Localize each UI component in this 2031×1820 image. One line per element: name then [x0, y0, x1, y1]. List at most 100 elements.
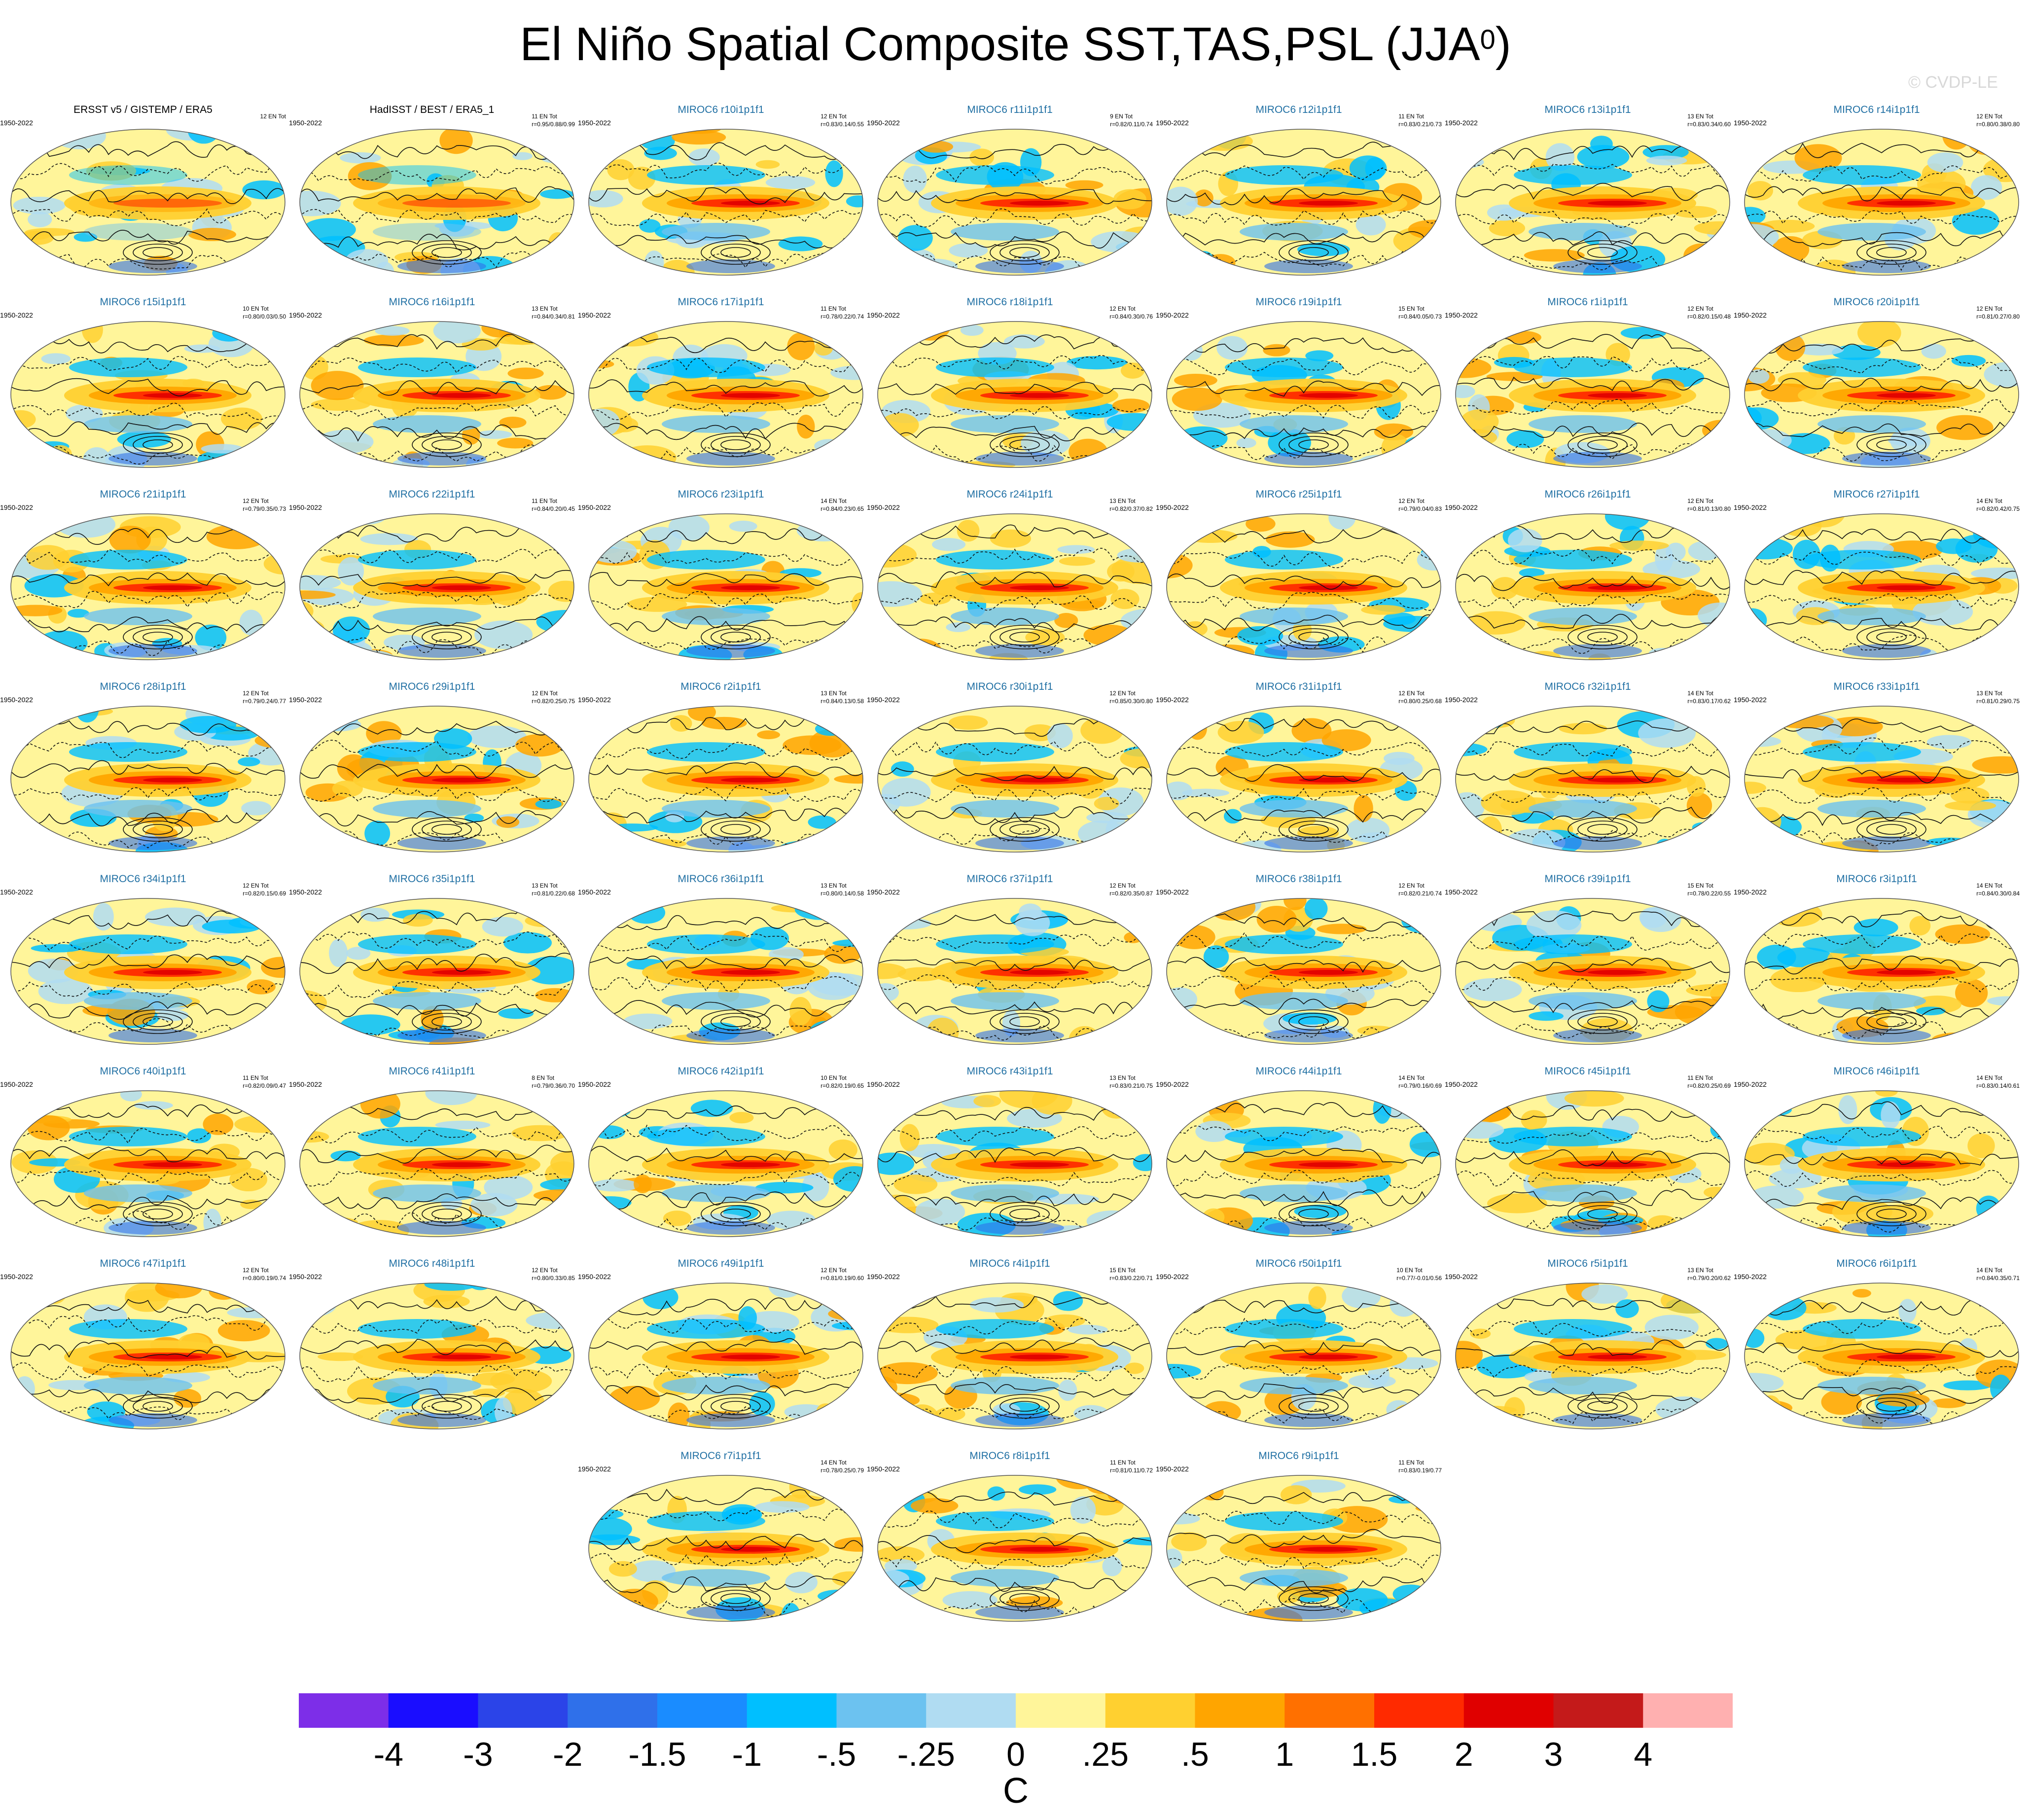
- psl-contour: [878, 1126, 1152, 1142]
- warm-anomaly: [311, 398, 370, 411]
- cool-anomaly: [84, 1184, 192, 1202]
- psl-contour: [11, 402, 285, 420]
- psl-contour-ring: [711, 1205, 761, 1223]
- panel-title: MIROC6 r17i1p1f1: [677, 296, 764, 308]
- psl-contour: [589, 1364, 863, 1380]
- psl-contour: [11, 934, 285, 951]
- cool-anomaly: [1167, 186, 1198, 216]
- warm-anomaly: [1125, 1362, 1144, 1374]
- cool-anomaly: [498, 1008, 534, 1019]
- cool-anomaly: [269, 706, 285, 725]
- map-outline: [1455, 129, 1730, 276]
- panel-title: MIROC6 r49i1p1f1: [677, 1258, 764, 1269]
- psl-contour-ring: [720, 439, 751, 450]
- psl-contour: [1456, 549, 1730, 565]
- map-panel: MIROC6 r45i1p1f1 1950-2022 11 EN Tot r=0.82…: [1445, 1065, 1731, 1252]
- cool-anomaly: [936, 742, 1054, 762]
- panel-pattern-correlation: r=0.84/0.20/0.45: [532, 505, 575, 512]
- psl-contour-ring: [990, 1586, 1060, 1611]
- psl-contour: [1167, 1383, 1441, 1400]
- cool-anomaly: [1416, 1017, 1441, 1043]
- psl-contour: [1745, 551, 2019, 566]
- cool-anomaly: [1817, 415, 1926, 433]
- panel-period: 1950-2022: [0, 503, 33, 511]
- cool-anomaly: [936, 934, 1054, 954]
- cool-anomaly: [1485, 711, 1505, 728]
- panel-stats: 12 EN Tot r=0.80/0.38/0.80: [1976, 112, 2020, 128]
- psl-contour: [1167, 573, 1441, 590]
- cool-anomaly: [1979, 1021, 2019, 1044]
- panel-event-count: 15 EN Tot: [1687, 882, 1713, 889]
- map-outline: [877, 321, 1152, 468]
- warm-anomaly: [1709, 1036, 1730, 1044]
- warm-anomaly: [1944, 800, 1996, 811]
- psl-contour: [11, 809, 285, 826]
- psl-contour: [1745, 976, 2019, 993]
- map-outline: [1455, 1283, 1730, 1429]
- warm-anomaly: [548, 232, 568, 255]
- psl-contour: [300, 570, 574, 587]
- psl-contour: [878, 933, 1152, 949]
- panel-stats: 10 EN Tot r=0.77/-0.01/0.56: [1396, 1266, 1442, 1282]
- cool-anomaly: [662, 992, 770, 1010]
- panel-map: [1744, 513, 2019, 660]
- cool-anomaly: [814, 439, 844, 453]
- map-panel: MIROC6 r34i1p1f1 1950-2022 12 EN Tot r=0.82…: [0, 873, 286, 1060]
- cool-anomaly: [647, 1127, 765, 1146]
- panel-event-count: 11 EN Tot: [1398, 113, 1424, 120]
- warm-tongue-peak: [1010, 1355, 1069, 1359]
- psl-contour-ring: [990, 1394, 1060, 1419]
- psl-contour: [1745, 1195, 2019, 1210]
- cool-anomaly: [1240, 223, 1348, 241]
- psl-contour-ring: [990, 240, 1060, 265]
- cool-anomaly: [686, 452, 775, 465]
- psl-contour: [11, 572, 285, 587]
- cool-anomaly: [936, 357, 1054, 377]
- cool-anomaly: [808, 815, 836, 829]
- warm-anomaly: [1183, 529, 1238, 543]
- cool-anomaly: [1553, 1221, 1642, 1235]
- cool-anomaly: [590, 706, 642, 724]
- cool-anomaly: [69, 1319, 187, 1339]
- panel-map: [1166, 1090, 1441, 1237]
- panel-map: [877, 321, 1152, 468]
- panel-pattern-correlation: r=0.81/0.22/0.68: [532, 890, 575, 897]
- warm-anomaly: [893, 1175, 938, 1194]
- panel-pattern-correlation: r=0.84/0.34/0.81: [532, 313, 575, 320]
- psl-contour-ring: [1587, 1401, 1618, 1412]
- panel-event-count: 10 EN Tot: [1396, 1267, 1423, 1274]
- psl-contour-ring: [422, 1397, 472, 1415]
- psl-contour-ring: [431, 1209, 462, 1219]
- title-superscript: 0: [1480, 24, 1496, 55]
- psl-contour-ring: [1279, 240, 1349, 265]
- warm-anomaly: [155, 1283, 202, 1299]
- psl-contour: [589, 933, 863, 952]
- cool-anomaly: [1125, 1590, 1152, 1602]
- psl-contour: [878, 1533, 1152, 1553]
- cool-anomaly: [329, 939, 348, 967]
- psl-contour: [11, 1340, 285, 1360]
- panel-event-count: 14 EN Tot: [1976, 1267, 2002, 1274]
- psl-contour: [1456, 210, 1730, 228]
- psl-contour-ring: [711, 1397, 761, 1415]
- warm-anomaly: [1395, 1403, 1429, 1418]
- warm-anomaly: [1909, 916, 1931, 936]
- cool-anomaly: [28, 212, 52, 227]
- cool-anomaly: [1545, 143, 1575, 171]
- psl-contour-ring: [1577, 1397, 1628, 1415]
- psl-contour: [300, 1144, 574, 1164]
- psl-contour-ring: [1876, 824, 1907, 835]
- cool-anomaly: [951, 1377, 1059, 1394]
- psl-contour-ring: [1009, 1593, 1040, 1604]
- map-panel: MIROC6 r47i1p1f1 1950-2022 12 EN Tot r=0.80…: [0, 1257, 286, 1445]
- cool-anomaly: [1167, 781, 1193, 800]
- cool-anomaly: [84, 800, 192, 818]
- cool-anomaly: [346, 946, 371, 960]
- psl-contour-ring: [1587, 632, 1618, 642]
- panel-title: MIROC6 r25i1p1f1: [1255, 489, 1342, 500]
- map-outline: [10, 898, 285, 1045]
- psl-contour-ring: [422, 1013, 472, 1031]
- cool-anomaly: [1745, 429, 1792, 452]
- psl-contour: [589, 1487, 863, 1505]
- warm-anomaly: [1412, 830, 1441, 852]
